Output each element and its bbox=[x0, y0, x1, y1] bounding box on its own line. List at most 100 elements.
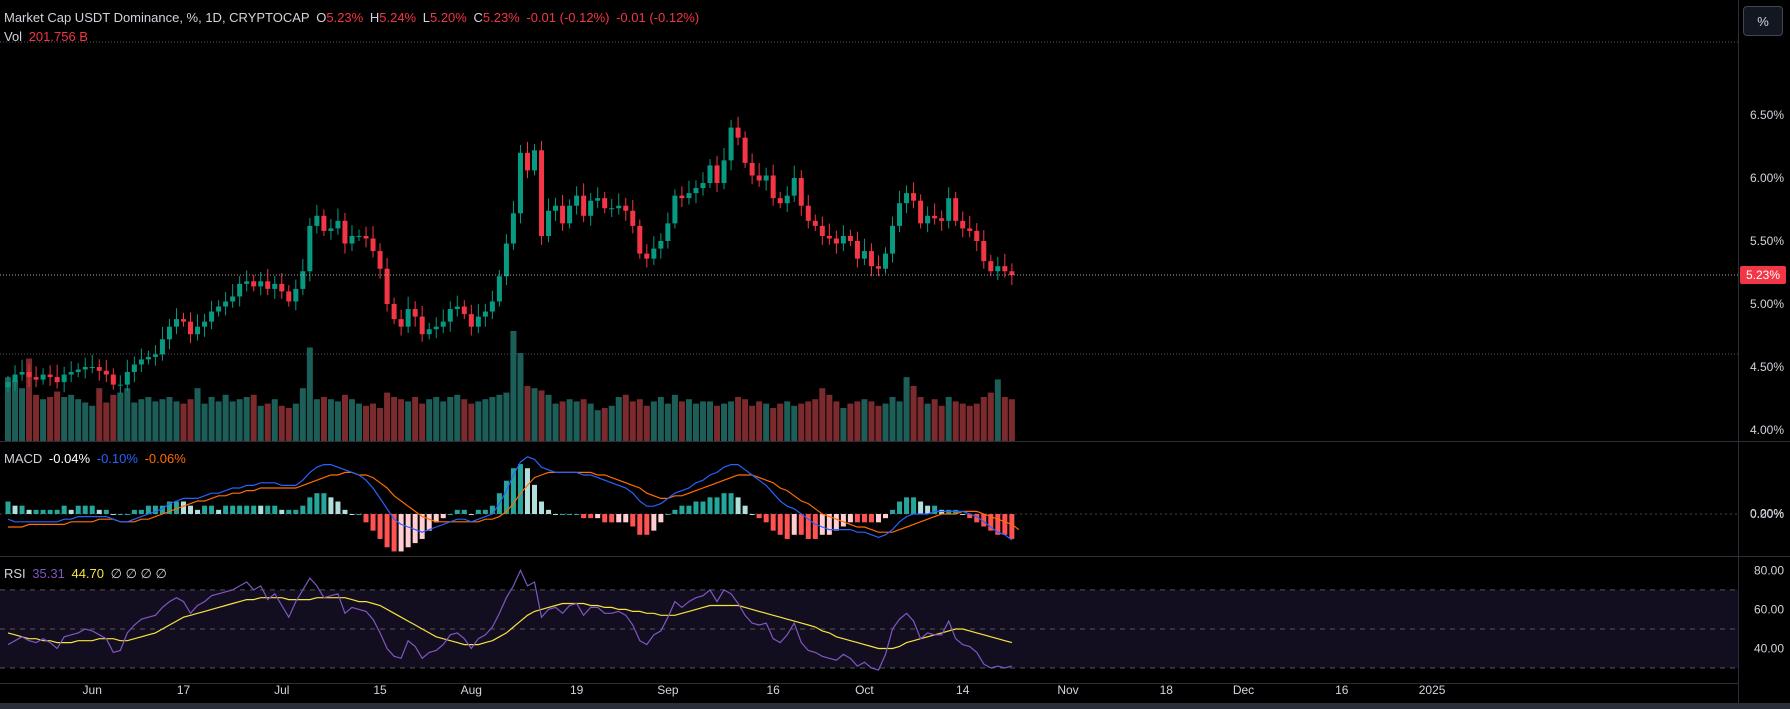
candle-body bbox=[883, 253, 888, 269]
volume-bar bbox=[678, 401, 685, 441]
candle-body bbox=[847, 235, 853, 241]
candle-body bbox=[939, 218, 945, 221]
time-axis-tick: Nov bbox=[1057, 683, 1078, 697]
macd-histogram-bar bbox=[735, 497, 741, 514]
candle-body bbox=[791, 178, 797, 196]
volume-bar bbox=[229, 401, 236, 441]
macd-histogram-bar bbox=[503, 480, 509, 514]
volume-bar bbox=[756, 401, 763, 441]
percent-scale-button[interactable]: % bbox=[1743, 6, 1783, 36]
volume-bar bbox=[363, 405, 370, 441]
symbol-legend: Market Cap USDT Dominance, %, 1D, CRYPTO… bbox=[4, 10, 702, 26]
candle-body bbox=[12, 374, 18, 383]
candle-body bbox=[19, 372, 25, 375]
rsi-axis-tick: 40.00 bbox=[1754, 642, 1784, 656]
candle-body bbox=[251, 281, 257, 287]
candle-body bbox=[728, 127, 734, 161]
macd-histogram-bar bbox=[68, 509, 74, 514]
candle-body bbox=[651, 248, 657, 259]
rsi-ma-value: 44.70 bbox=[71, 566, 105, 581]
volume-bar bbox=[187, 399, 194, 441]
macd-histogram-bar bbox=[12, 505, 18, 514]
candle-body bbox=[595, 198, 601, 201]
volume-bar bbox=[531, 388, 538, 441]
macd-signal-line bbox=[8, 471, 1020, 533]
candle-body bbox=[173, 319, 179, 327]
candle-body bbox=[117, 384, 123, 386]
volume-bar bbox=[152, 401, 159, 441]
candle-body bbox=[623, 205, 629, 211]
macd-histogram-bar bbox=[419, 514, 425, 539]
volume-bar bbox=[601, 408, 608, 441]
macd-histogram-bar bbox=[728, 493, 734, 514]
macd-histogram-bar bbox=[581, 514, 587, 519]
bottom-scrollbar[interactable] bbox=[0, 703, 1790, 709]
candle-body bbox=[1009, 271, 1015, 276]
macd-histogram-bar bbox=[890, 509, 896, 514]
volume-bar bbox=[334, 401, 341, 441]
candle-body bbox=[574, 195, 580, 206]
macd-histogram-bar bbox=[510, 468, 516, 514]
macd-histogram-bar bbox=[258, 505, 264, 514]
candle-body bbox=[279, 283, 285, 292]
macd-histogram-bar bbox=[272, 505, 278, 514]
macd-histogram-bar bbox=[1009, 514, 1015, 539]
macd-axis-tick: 0.20% bbox=[1750, 506, 1784, 520]
price-axis-tick: 5.50% bbox=[1750, 234, 1784, 248]
macd-histogram-bar bbox=[265, 505, 271, 514]
macd-histogram-bar bbox=[433, 514, 439, 523]
last-price-badge bbox=[1740, 266, 1786, 285]
candle-body bbox=[426, 329, 432, 335]
macd-histogram-bar bbox=[117, 514, 123, 515]
volume-bar bbox=[271, 399, 278, 441]
macd-histogram-bar bbox=[672, 509, 678, 514]
volume-bar bbox=[377, 408, 384, 441]
volume-bar bbox=[629, 401, 636, 441]
volume-bar bbox=[580, 399, 587, 441]
volume-bar bbox=[847, 403, 854, 441]
macd-histogram-bar bbox=[981, 514, 987, 527]
time-axis-tick: Jul bbox=[274, 683, 289, 697]
macd-histogram-bar bbox=[363, 514, 369, 523]
volume-bar bbox=[454, 394, 461, 441]
candle-body bbox=[988, 261, 994, 272]
volume-bar bbox=[166, 397, 173, 441]
candle-body bbox=[482, 311, 488, 317]
price-axis-tick: 4.50% bbox=[1750, 360, 1784, 374]
macd-histogram-bar bbox=[721, 493, 727, 514]
volume-bar bbox=[222, 394, 229, 441]
candle-body bbox=[890, 225, 896, 254]
candle-body bbox=[237, 283, 243, 297]
candle-body bbox=[546, 210, 552, 236]
candle-body bbox=[286, 291, 292, 302]
candle-body bbox=[925, 215, 931, 224]
macd-histogram-bar bbox=[110, 514, 116, 515]
candle-body bbox=[981, 241, 987, 262]
volume-bar bbox=[461, 399, 468, 441]
macd-histogram-bar bbox=[539, 501, 545, 514]
macd-histogram-bar bbox=[742, 505, 748, 514]
candle-body bbox=[932, 215, 938, 219]
macd-histogram-bar bbox=[216, 509, 222, 514]
volume-bar bbox=[208, 397, 215, 441]
macd-histogram-bar bbox=[461, 509, 467, 514]
volume-bar bbox=[770, 408, 777, 441]
candle-body bbox=[875, 266, 881, 269]
candle-body bbox=[819, 225, 825, 236]
volume-bar bbox=[636, 399, 643, 441]
macd-line bbox=[7, 456, 1013, 541]
volume-bar bbox=[812, 399, 819, 441]
macd-histogram-bar bbox=[770, 514, 776, 531]
volume-label: Vol bbox=[4, 29, 23, 44]
symbol-title: Market Cap USDT Dominance, %, 1D, CRYPTO… bbox=[4, 10, 310, 25]
volume-bar bbox=[910, 386, 917, 441]
macd-histogram-bar bbox=[995, 514, 1001, 535]
volume-bar bbox=[19, 388, 26, 441]
macd-histogram-bar bbox=[651, 514, 657, 531]
volume-bar bbox=[341, 394, 348, 441]
candle-body bbox=[553, 205, 559, 211]
time-axis-tick: 16 bbox=[767, 683, 781, 697]
macd-histogram-bar bbox=[447, 514, 453, 515]
volume-bar bbox=[777, 403, 784, 441]
